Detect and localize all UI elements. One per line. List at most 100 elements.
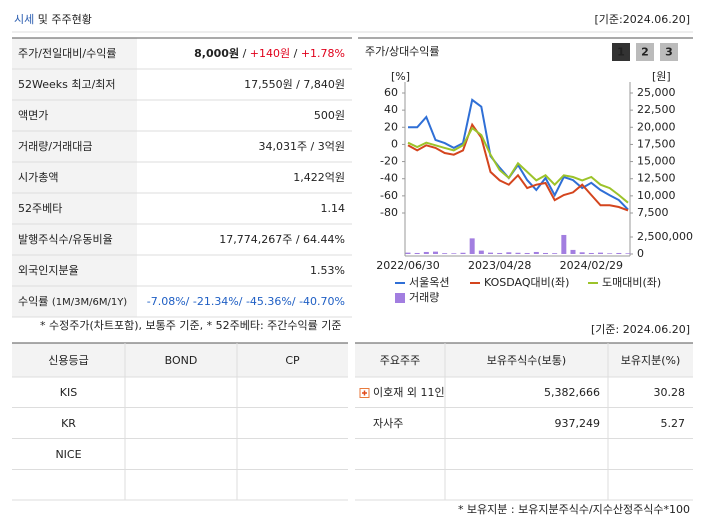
- row-label: 시가총액: [18, 171, 58, 184]
- y2-tick-label: 15,000: [637, 155, 676, 168]
- legend-label: 서울옥션: [409, 276, 449, 289]
- footnote: * 보유지분 : 보유지분주식수/지수산정주식수*100: [458, 503, 690, 516]
- volume-bar: [543, 252, 548, 254]
- volume-bar: [469, 238, 475, 254]
- chart-tab[interactable]: [660, 43, 678, 61]
- volume-bar: [533, 251, 539, 254]
- row-value: 34,031주 / 3억원: [258, 140, 345, 153]
- y2-tick-label: 10,000: [637, 189, 676, 202]
- volume-bar: [607, 253, 613, 254]
- row-label: 52Weeks 최고/최저: [18, 78, 116, 91]
- table-header: 보유지분(%): [621, 354, 681, 367]
- y-tick-label: 40: [384, 103, 398, 116]
- y2-tick-label: 7,500: [637, 206, 669, 219]
- table-header-bg: [355, 343, 693, 377]
- volume-bar: [506, 252, 512, 254]
- table-cell: 30.28: [654, 386, 686, 399]
- label-cell: [12, 162, 137, 193]
- table-cell: NICE: [55, 448, 81, 461]
- volume-bar: [460, 252, 466, 254]
- chart-tab[interactable]: [636, 43, 654, 61]
- y2-unit: [원]: [652, 70, 671, 83]
- row-label: 거래량/거래대금: [18, 140, 93, 153]
- row-label: 주가/전일대비/수익률: [18, 46, 117, 60]
- row-label: 52주베타: [18, 202, 62, 215]
- table-header: 주요주주: [380, 354, 420, 367]
- row-value: -7.08%/ -21.34%/ -45.36%/ -40.70%: [147, 295, 345, 308]
- volume-bar: [616, 252, 622, 254]
- volume-bar: [442, 253, 448, 254]
- y2-tick-label: 12,500: [637, 172, 676, 185]
- row-label: 외국인지분율: [18, 264, 79, 277]
- row-value: 17,550원 / 7,840원: [244, 78, 345, 91]
- footnote: * 수정주가(차트포함), 보통주 기준, * 52주베타: 주간수익률 기준: [40, 319, 342, 332]
- y-tick-label: 60: [384, 86, 398, 99]
- table-cell: 937,249: [555, 417, 601, 430]
- volume-bar: [552, 253, 558, 254]
- volume-bar: [579, 252, 585, 254]
- text-segment: -7.08%/ -21.34%/ -45.36%/ -40.70%: [147, 295, 345, 308]
- volume-bar: [625, 253, 631, 254]
- label-cell: [12, 69, 137, 100]
- x-tick-label: 2022/06/30: [376, 259, 439, 272]
- text-segment: /: [239, 47, 250, 60]
- volume-bar: [405, 252, 411, 254]
- legend-swatch: [395, 293, 405, 303]
- label-cell: [12, 100, 137, 131]
- row-value: 500원: [314, 109, 345, 122]
- row-value: 8,000원 / +140원 / +1.78%: [194, 46, 345, 60]
- y2-tick-label: 22,500: [637, 103, 676, 116]
- row-value: 17,774,267주 / 64.44%: [219, 233, 345, 246]
- series-line: [407, 126, 629, 204]
- y-tick-label: 0: [391, 137, 398, 150]
- table-cell: 자사주: [373, 417, 403, 430]
- expand-icon-plus: [362, 390, 367, 396]
- y2-tick-label: 20,000: [637, 120, 676, 133]
- text-segment: /: [290, 47, 301, 60]
- volume-bar: [488, 252, 493, 254]
- text-segment: 8,000원: [194, 46, 239, 60]
- table-header: BOND: [165, 354, 198, 367]
- table-cell: 이호재 외 11인: [373, 386, 445, 399]
- chart-title: 주가/상대수익률: [365, 45, 440, 58]
- table-header-bg: [12, 343, 348, 377]
- table-header: CP: [285, 354, 300, 367]
- y-tick-label: 20: [384, 120, 398, 133]
- label-cell: [12, 255, 137, 286]
- y2-tick-label: 25,000: [637, 86, 676, 99]
- legend-label: KOSDAQ대비(좌): [484, 276, 569, 289]
- legend-label: 거래량: [409, 291, 439, 304]
- label-cell: [12, 131, 137, 162]
- text-segment: 시세: [14, 13, 34, 26]
- chart-tab[interactable]: [612, 43, 630, 61]
- y-unit: [%]: [391, 70, 410, 83]
- volume-tick-label: 0: [637, 247, 644, 260]
- volume-bar: [433, 251, 438, 254]
- volume-bar: [570, 249, 576, 254]
- text-segment: +1.78%: [301, 47, 345, 60]
- legend-label: 도매대비(좌): [602, 276, 661, 289]
- volume-bar: [423, 251, 429, 254]
- x-tick-label: 2024/02/29: [560, 259, 623, 272]
- label-cell: [12, 224, 137, 255]
- y-tick-label: -40: [380, 172, 398, 185]
- table-header: 보유주식수(보통): [487, 354, 566, 367]
- chart-tab-label: 2: [641, 46, 649, 59]
- y-tick-label: -60: [380, 189, 398, 202]
- row-label: 액면가: [18, 109, 48, 122]
- volume-bar: [515, 252, 521, 254]
- volume-bar: [414, 252, 420, 254]
- row-value: 1,422억원: [293, 171, 345, 184]
- volume-bar: [497, 252, 503, 254]
- series-line: [407, 122, 629, 212]
- label-cell: [12, 193, 137, 224]
- volume-bar: [451, 253, 457, 254]
- volume-tick-label: 2,500,000: [637, 230, 693, 243]
- y-tick-label: -20: [380, 155, 398, 168]
- label-cell: [12, 286, 137, 317]
- table-cell: 5.27: [661, 417, 686, 430]
- text-segment: 및 주주현황: [34, 13, 92, 26]
- y-tick-label: -80: [380, 206, 398, 219]
- section-title: 시세 및 주주현황: [14, 13, 92, 26]
